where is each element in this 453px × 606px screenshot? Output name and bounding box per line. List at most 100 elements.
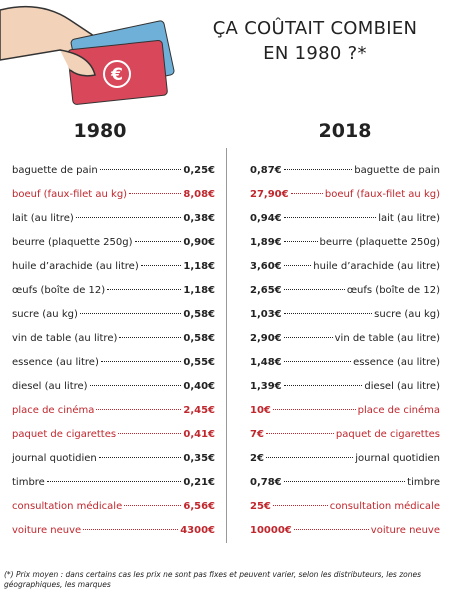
leader-dots [98, 457, 182, 458]
item-label: place de cinéma [357, 405, 440, 416]
row-2018: 10000€ voiture neuve [250, 525, 440, 539]
leader-dots [283, 241, 318, 242]
leader-dots [140, 265, 182, 266]
item-label: essence (au litre) [12, 357, 99, 368]
item-label: baguette de pain [12, 165, 98, 176]
euro-sign: € [110, 65, 123, 85]
row-1980: œufs (boîte de 12) 1,18€ [12, 285, 215, 299]
row-2018: 3,60€ huile d’arachide (au litre) [250, 261, 440, 275]
leader-dots [272, 409, 356, 410]
price: 1,03€ [250, 309, 282, 320]
row-1980: voiture neuve 4300€ [12, 525, 215, 539]
item-label: place de cinéma [12, 405, 95, 416]
price: 1,39€ [250, 381, 282, 392]
title-line: EN 1980 ?* [263, 43, 367, 64]
price: 0,58€ [183, 333, 215, 344]
price: 0,90€ [183, 237, 215, 248]
price: 1,89€ [250, 237, 282, 248]
row-1980: paquet de cigarettes 0,41€ [12, 429, 215, 443]
bill-red [67, 40, 168, 105]
row-2018: 1,89€ beurre (plaquette 250g) [250, 237, 440, 251]
price: 2,90€ [250, 333, 282, 344]
item-label: voiture neuve [12, 525, 82, 536]
leader-dots [79, 313, 182, 314]
row-1980: boeuf (faux-filet au kg) 8,08€ [12, 189, 215, 203]
row-1980: lait (au litre) 0,38€ [12, 213, 215, 227]
leader-dots [89, 385, 182, 386]
item-label: vin de table (au litre) [334, 333, 440, 344]
item-label: paquet de cigarettes [12, 429, 117, 440]
price: 8,08€ [183, 189, 215, 200]
price: 6,56€ [183, 501, 215, 512]
item-label: vin de table (au litre) [12, 333, 118, 344]
item-label: diesel (au litre) [12, 381, 88, 392]
leader-dots [46, 481, 182, 482]
price: 7€ [250, 429, 264, 440]
item-label: baguette de pain [354, 165, 440, 176]
leader-dots [134, 241, 182, 242]
row-1980: beurre (plaquette 250g) 0,90€ [12, 237, 215, 251]
leader-dots [265, 457, 354, 458]
item-label: sucre (au kg) [374, 309, 440, 320]
price: 25€ [250, 501, 271, 512]
price: 0,38€ [183, 213, 215, 224]
leader-dots [83, 529, 179, 530]
item-label: consultation médicale [12, 501, 123, 512]
row-2018: 0,94€ lait (au litre) [250, 213, 440, 227]
row-1980: vin de table (au litre) 0,58€ [12, 333, 215, 347]
leader-dots [283, 481, 406, 482]
item-label: lait (au litre) [12, 213, 74, 224]
price: 2,65€ [250, 285, 282, 296]
item-label: beurre (plaquette 250g) [12, 237, 133, 248]
leader-dots [129, 193, 182, 194]
leader-dots [272, 505, 328, 506]
item-label: sucre (au kg) [12, 309, 78, 320]
item-label: huile d’arachide (au litre) [12, 261, 139, 272]
price: 10000€ [250, 525, 292, 536]
divider [226, 148, 227, 543]
price: 0,25€ [183, 165, 215, 176]
price: 0,94€ [250, 213, 282, 224]
row-2018: 0,87€ baguette de pain [250, 165, 440, 179]
price: 0,78€ [250, 477, 282, 488]
leader-dots [283, 337, 333, 338]
row-1980: consultation médicale 6,56€ [12, 501, 215, 515]
price: 0,41€ [183, 429, 215, 440]
item-label: œufs (boîte de 12) [346, 285, 440, 296]
leader-dots [96, 409, 182, 410]
leader-dots [124, 505, 182, 506]
row-2018: 2,65€ œufs (boîte de 12) [250, 285, 440, 299]
item-label: voiture neuve [370, 525, 440, 536]
row-1980: timbre 0,21€ [12, 477, 215, 491]
item-label: essence (au litre) [353, 357, 440, 368]
leader-dots [283, 361, 352, 362]
column-header: 1980 [73, 120, 127, 142]
euro-circle [103, 60, 131, 88]
item-label: paquet de cigarettes [335, 429, 440, 440]
leader-dots [283, 265, 312, 266]
price: 27,90€ [250, 189, 289, 200]
row-2018: 1,39€ diesel (au litre) [250, 381, 440, 395]
price: 1,18€ [183, 285, 215, 296]
price: 0,21€ [183, 477, 215, 488]
item-label: diesel (au litre) [364, 381, 440, 392]
item-label: journal quotidien [12, 453, 97, 464]
row-1980: diesel (au litre) 0,40€ [12, 381, 215, 395]
item-label: boeuf (faux-filet au kg) [324, 189, 440, 200]
footnote: (*) Prix moyen : dans certains cas les p… [4, 570, 422, 589]
leader-dots [283, 217, 377, 218]
price: 0,58€ [183, 309, 215, 320]
leader-dots [100, 361, 182, 362]
item-label: timbre [407, 477, 440, 488]
row-2018: 7€ paquet de cigarettes [250, 429, 440, 443]
row-2018: 27,90€ boeuf (faux-filet au kg) [250, 189, 440, 203]
leader-dots [283, 289, 345, 290]
price: 4300€ [180, 525, 215, 536]
row-1980: baguette de pain 0,25€ [12, 165, 215, 179]
row-1980: sucre (au kg) 0,58€ [12, 309, 215, 323]
row-2018: 0,78€ timbre [250, 477, 440, 491]
price: 0,35€ [183, 453, 215, 464]
row-1980: journal quotidien 0,35€ [12, 453, 215, 467]
item-label: timbre [12, 477, 45, 488]
row-2018: 10€ place de cinéma [250, 405, 440, 419]
